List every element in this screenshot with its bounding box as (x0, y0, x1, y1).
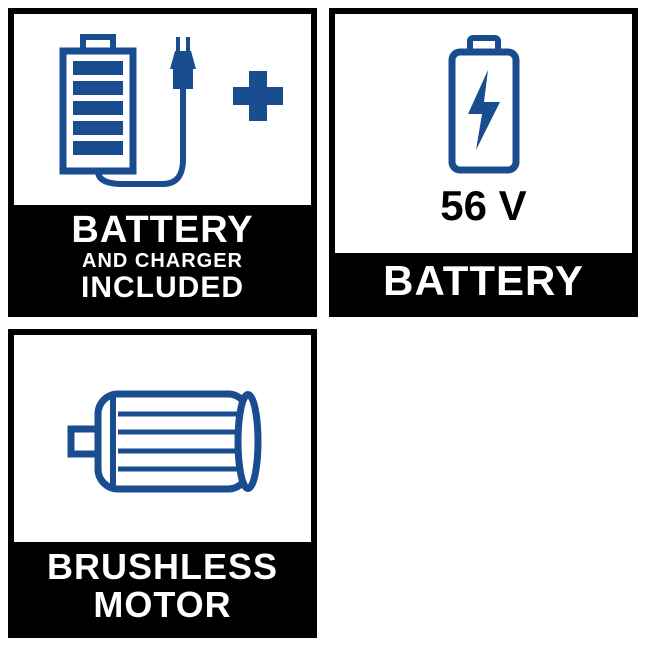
empty-slot (329, 329, 638, 638)
voltage-battery-icon-area: 56 V (335, 14, 632, 253)
battery-charger-plus-icon (33, 29, 293, 189)
brushless-motor-card: BRUSHLESS MOTOR (8, 329, 317, 638)
battery-charger-card: BATTERY AND CHARGER INCLUDED (8, 8, 317, 317)
battery-charger-label: BATTERY AND CHARGER INCLUDED (14, 205, 311, 311)
motor-icon (43, 359, 283, 519)
voltage-text: 56 V (440, 182, 526, 234)
voltage-battery-label: BATTERY (335, 253, 632, 311)
brushless-motor-icon-area (14, 335, 311, 542)
brushless-line2: MOTOR (93, 586, 231, 624)
battery-charger-line3: INCLUDED (81, 272, 244, 304)
battery-charger-line1: BATTERY (71, 211, 253, 251)
battery-charger-line2: AND CHARGER (82, 251, 243, 272)
voltage-battery-card: 56 V BATTERY (329, 8, 638, 317)
feature-cards-grid: BATTERY AND CHARGER INCLUDED 56 V BATTER… (8, 8, 638, 638)
voltage-battery-line: BATTERY (383, 259, 584, 303)
battery-charger-icon-area (14, 14, 311, 205)
brushless-line1: BRUSHLESS (47, 548, 278, 586)
battery-bolt-icon (424, 32, 544, 182)
brushless-motor-label: BRUSHLESS MOTOR (14, 542, 311, 632)
